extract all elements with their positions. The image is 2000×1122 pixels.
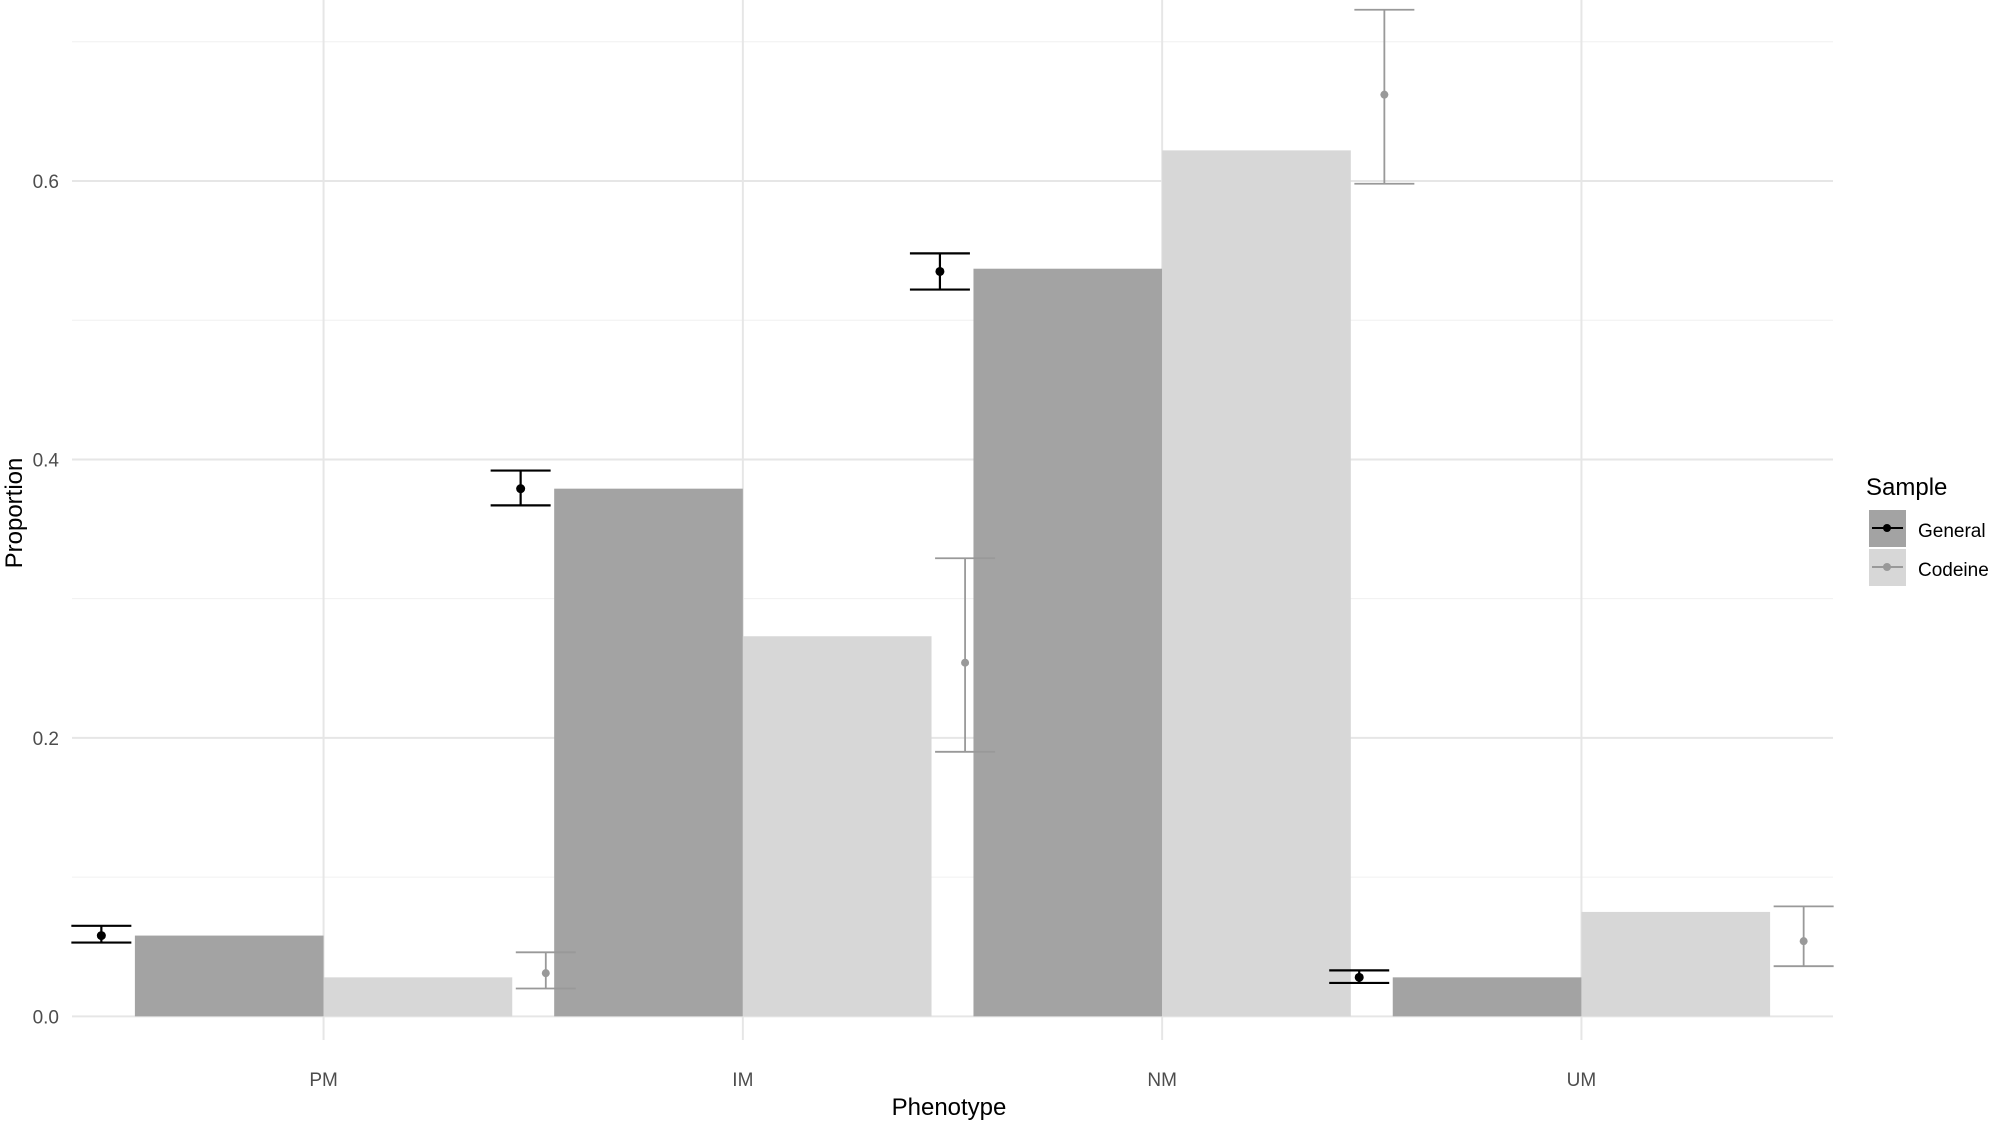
point <box>935 266 945 276</box>
point <box>1354 972 1364 982</box>
bar <box>1392 977 1582 1017</box>
x-tick-label: NM <box>1147 1070 1177 1091</box>
y-axis-ticks: 0.0 0.2 0.4 0.6 <box>33 172 60 1028</box>
legend-title: Sample <box>1866 474 1947 501</box>
x-tick-label: IM <box>732 1070 753 1091</box>
point <box>1380 90 1389 99</box>
legend-label-codeine: Codeine <box>1918 560 1989 581</box>
x-axis-title: Phenotype <box>892 1094 1007 1121</box>
plot-panel <box>71 0 1834 1040</box>
point <box>961 658 970 667</box>
legend-key-general-point <box>1883 524 1891 532</box>
bar <box>1162 150 1351 1017</box>
point <box>516 484 526 494</box>
bar <box>1581 911 1771 1017</box>
legend-label-general: General <box>1918 521 1986 542</box>
legend-key-codeine-point <box>1883 563 1891 571</box>
y-tick-label: 0.0 <box>33 1007 59 1028</box>
legend: Sample General Codeine <box>1866 474 1989 586</box>
x-tick-label: UM <box>1567 1070 1597 1091</box>
y-tick-label: 0.2 <box>33 729 59 750</box>
y-axis-title: Proportion <box>1 458 28 569</box>
bar <box>742 636 932 1017</box>
y-tick-label: 0.4 <box>33 450 60 471</box>
bar <box>134 935 324 1017</box>
point <box>96 931 106 941</box>
point <box>1799 937 1808 946</box>
x-tick-label: PM <box>309 1070 338 1091</box>
bar <box>323 977 513 1017</box>
bar <box>973 268 1163 1017</box>
x-axis-ticks: PM IM NM UM <box>309 1070 1596 1091</box>
y-tick-label: 0.6 <box>33 172 59 193</box>
bar <box>554 488 743 1017</box>
point <box>541 969 550 978</box>
